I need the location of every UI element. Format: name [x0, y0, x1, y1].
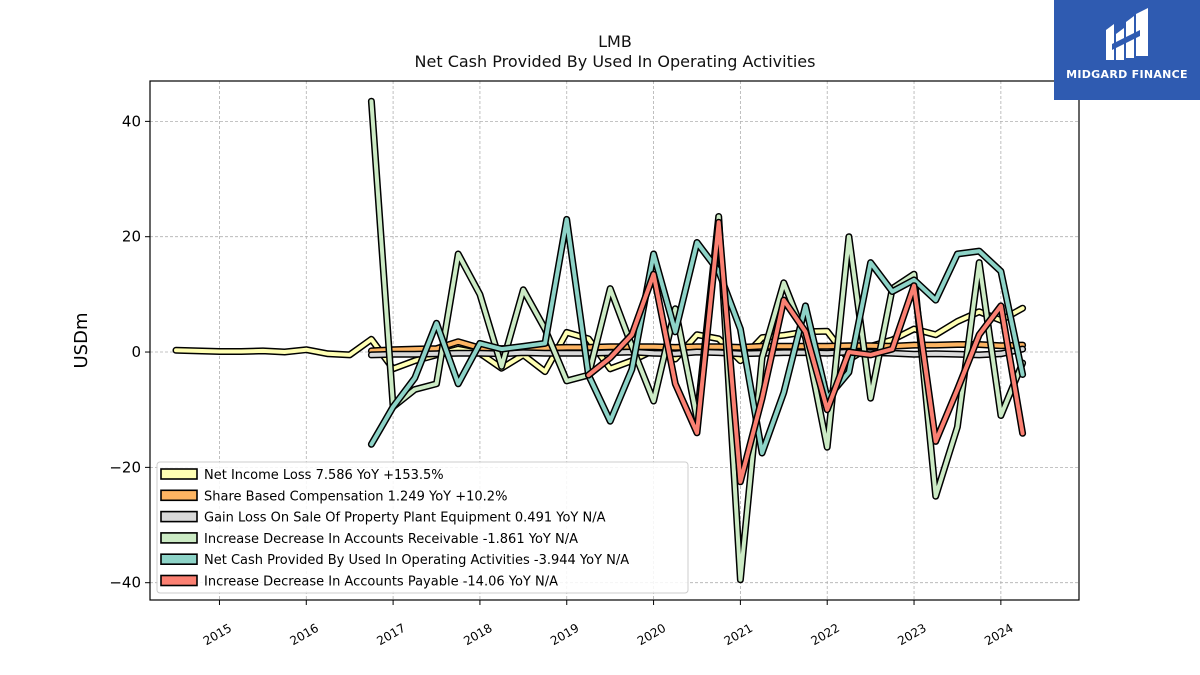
legend-box — [156, 461, 689, 594]
midgard-finance-logo: MIDGARD FINANCE — [1054, 0, 1200, 100]
x-tick-label: 2020 — [635, 621, 668, 648]
legend-label: Net Cash Provided By Used In Operating A… — [204, 553, 629, 568]
legend-label: Gain Loss On Sale Of Property Plant Equi… — [204, 511, 606, 526]
y-tick-label: 40 — [122, 112, 141, 130]
legend-label: Increase Decrease In Accounts Payable -1… — [204, 575, 558, 590]
legend-label: Net Income Loss 7.586 YoY +153.5% — [204, 468, 444, 483]
x-tick-label: 2023 — [895, 621, 928, 648]
legend-label: Share Based Compensation 1.249 YoY +10.2… — [204, 489, 507, 504]
legend-swatch — [160, 574, 198, 587]
y-tick-label: −20 — [109, 458, 141, 476]
y-tick-label: −40 — [109, 574, 141, 592]
y-axis-label: USDm — [71, 313, 92, 369]
x-tick-label: 2015 — [201, 621, 234, 648]
chart-title: LMB — [598, 32, 632, 51]
y-tick-label: 0 — [131, 343, 141, 361]
x-tick-label: 2018 — [461, 621, 494, 648]
x-tick-label: 2024 — [982, 621, 1015, 648]
midgard-logo-icon — [1106, 8, 1148, 60]
plot-frame — [149, 80, 1080, 601]
legend: Net Income Loss 7.586 YoY +153.5% Share B… — [156, 461, 689, 594]
legend-swatch — [160, 553, 198, 566]
x-tick-label: 2022 — [808, 621, 841, 648]
legend-swatch — [160, 468, 198, 480]
series-5 — [585, 218, 1027, 486]
legend-swatch — [160, 489, 198, 502]
legend-label: Increase Decrease In Accounts Receivable… — [204, 532, 578, 547]
legend-swatch — [160, 510, 198, 523]
chart-subtitle: Net Cash Provided By Used In Operating A… — [414, 52, 816, 71]
x-tick-label: 2016 — [288, 621, 321, 648]
x-tick-label: 2019 — [548, 621, 581, 648]
x-tick-label: 2017 — [374, 621, 407, 648]
legend-swatch — [160, 532, 198, 544]
logo-text: MIDGARD FINANCE — [1066, 68, 1188, 81]
y-tick-label: 20 — [122, 228, 141, 246]
x-tick-label: 2021 — [722, 621, 755, 648]
